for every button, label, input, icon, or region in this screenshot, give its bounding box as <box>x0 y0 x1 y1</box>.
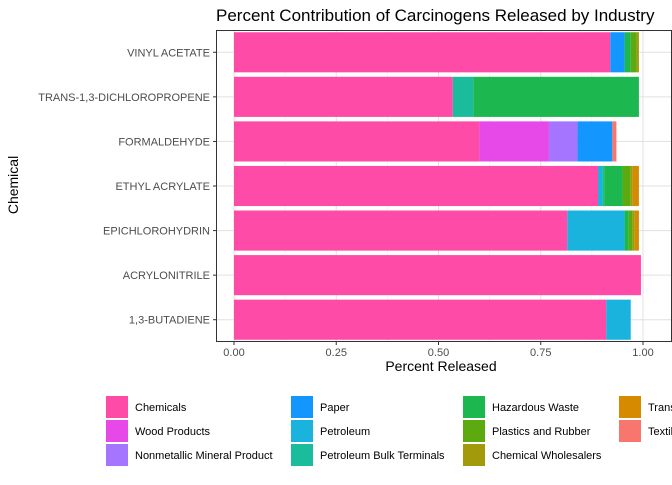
legend-key <box>463 420 485 442</box>
x-tick-label: 0.75 <box>530 347 551 359</box>
bar-segment <box>452 76 474 117</box>
legend-key <box>106 420 128 442</box>
bar-segment <box>473 76 639 117</box>
legend-label: Transportation Equipment <box>648 402 672 414</box>
bar-segment <box>598 165 603 207</box>
legend-key <box>619 396 641 418</box>
bar-segment <box>234 121 480 162</box>
legend-label: Chemical Wholesalers <box>492 450 602 462</box>
x-tick-labels: 0.00 0.25 0.50 0.75 1.00 <box>223 342 654 359</box>
bar-segment <box>612 121 617 162</box>
bar-segment <box>628 210 633 251</box>
bar-segment <box>624 32 631 73</box>
bar-segment <box>548 121 578 162</box>
y-tick-label: FORMALDEHYDE <box>118 136 210 148</box>
legend-label: Plastics and Rubber <box>492 426 591 438</box>
bar-segment <box>234 210 568 251</box>
x-tick-label: 0.00 <box>223 347 244 359</box>
x-tick-label: 0.25 <box>326 347 347 359</box>
legend-key <box>463 444 485 466</box>
bar-segment <box>634 210 639 251</box>
bar-segment <box>577 121 613 162</box>
chart-title: Percent Contribution of Carcinogens Rele… <box>216 6 655 25</box>
y-axis-title: Chemical <box>5 156 21 214</box>
y-tick-label: ACRYLONITRILE <box>123 270 210 282</box>
bar-segment <box>479 121 549 162</box>
bar-segment <box>606 299 631 340</box>
bar-segment <box>234 255 641 296</box>
legend-key <box>106 444 128 466</box>
bar-segment <box>604 165 623 207</box>
legend-label: Petroleum Bulk Terminals <box>320 450 445 462</box>
y-tick-label: 1,3-BUTADIENE <box>129 315 210 327</box>
legend-label: Wood Products <box>135 426 211 438</box>
bar-segment <box>567 210 625 251</box>
y-tick-label: ETHYL ACRYLATE <box>115 181 210 193</box>
y-tick-label: TRANS-1,3-DICHLOROPROPENE <box>38 92 210 104</box>
bar-segment <box>234 299 607 340</box>
legend-label: Paper <box>320 402 350 414</box>
bars-layer <box>234 32 641 340</box>
legend-key <box>463 396 485 418</box>
bar-segment <box>630 165 633 207</box>
bar-segment <box>630 32 637 73</box>
bar-segment <box>632 210 635 251</box>
x-tick-label: 0.50 <box>428 347 449 359</box>
bar-segment <box>636 32 639 73</box>
legend-label: Nonmetallic Mineral Product <box>135 450 273 462</box>
legend-label: Textiles <box>648 426 672 438</box>
bar-segment <box>602 165 605 207</box>
bar-segment <box>624 210 629 251</box>
bar-segment <box>234 76 453 117</box>
legend-key <box>291 420 313 442</box>
bar-segment <box>610 32 625 73</box>
x-tick-label: 1.00 <box>632 347 653 359</box>
legend-label: Hazardous Waste <box>492 402 579 414</box>
legend-key <box>291 396 313 418</box>
legend-key <box>106 396 128 418</box>
y-tick-labels: VINYL ACETATE TRANS-1,3-DICHLOROPROPENE FO… <box>38 47 216 327</box>
legend-label: Petroleum <box>320 426 370 438</box>
legend: Chemicals Wood Products Nonmetallic Minera… <box>106 396 672 466</box>
legend-key <box>291 444 313 466</box>
y-tick-label: VINYL ACETATE <box>127 47 210 59</box>
bar-segment <box>632 165 639 207</box>
bar-segment <box>622 165 631 207</box>
y-tick-label: EPICHLOROHYDRIN <box>103 226 210 238</box>
legend-label: Chemicals <box>135 402 187 414</box>
bar-segment <box>234 165 599 207</box>
legend-key <box>619 420 641 442</box>
bar-segment <box>234 32 611 73</box>
x-axis-title: Percent Released <box>385 358 496 374</box>
